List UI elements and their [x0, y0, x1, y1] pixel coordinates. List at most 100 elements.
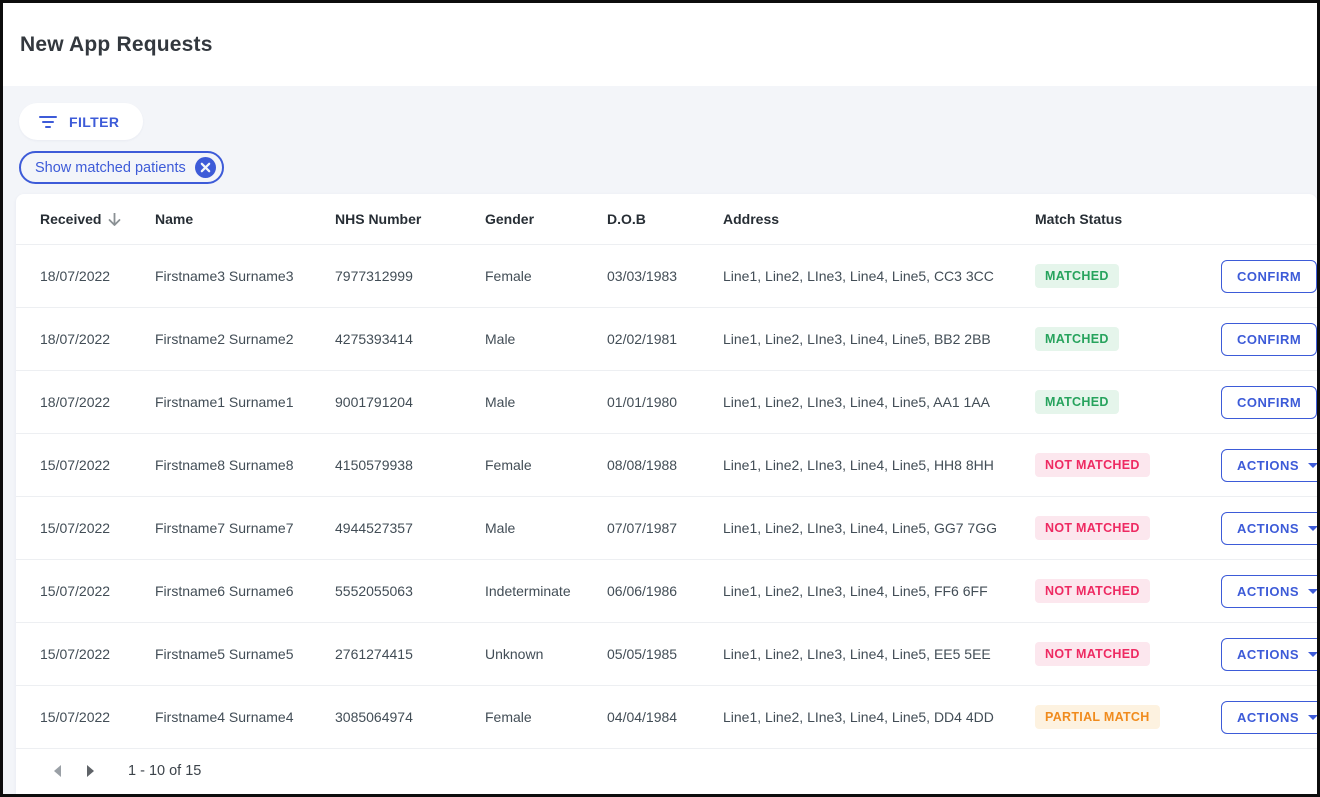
status-badge: NOT MATCHED: [1035, 642, 1150, 666]
cell-gender: Unknown: [485, 646, 544, 662]
cell-dob: 01/01/1980: [607, 394, 678, 410]
filter-area: FILTER Show matched patients: [16, 86, 1317, 184]
confirm-button[interactable]: CONFIRM: [1221, 259, 1317, 293]
column-header-address[interactable]: Address: [723, 211, 780, 227]
page-range-label: 1 - 10 of 15: [128, 762, 202, 779]
status-badge: NOT MATCHED: [1035, 579, 1150, 603]
cell-gender: Female: [485, 709, 532, 725]
cell-name: Firstname7 Surname7: [155, 520, 294, 536]
cell-nhs-number: 2761274415: [335, 646, 413, 662]
cell-action: ACTIONS: [1221, 637, 1317, 671]
status-badge: MATCHED: [1035, 390, 1119, 414]
cell-nhs-number: 3085064974: [335, 709, 413, 725]
filter-button[interactable]: FILTER: [19, 103, 144, 140]
table-row: 15/07/2022 Firstname5 Surname5 276127441…: [16, 622, 1317, 685]
table-row: 15/07/2022 Firstname4 Surname4 308506497…: [16, 685, 1317, 748]
cell-received: 15/07/2022: [40, 520, 111, 536]
next-page-button[interactable]: [77, 758, 103, 784]
cell-gender: Male: [485, 394, 516, 410]
cell-nhs-number: 4275393414: [335, 331, 413, 347]
cell-action: ACTIONS: [1221, 700, 1317, 734]
cell-match-status: NOT MATCHED: [1035, 579, 1221, 603]
page-title: New App Requests: [20, 32, 213, 56]
cell-dob: 08/08/1988: [607, 457, 678, 473]
triangle-left-icon: [53, 764, 61, 777]
chip-clear-button[interactable]: [194, 157, 216, 178]
cell-received: 15/07/2022: [40, 583, 111, 599]
column-header-gender[interactable]: Gender: [485, 211, 535, 227]
table-row: 15/07/2022 Firstname7 Surname7 494452735…: [16, 496, 1317, 559]
cell-action: ACTIONS: [1221, 574, 1317, 608]
cell-nhs-number: 4944527357: [335, 520, 413, 536]
caret-down-icon: [1308, 714, 1317, 720]
cell-received: 18/07/2022: [40, 394, 111, 410]
column-header-dob[interactable]: D.O.B: [607, 211, 646, 227]
status-badge: NOT MATCHED: [1035, 453, 1150, 477]
action-label: CONFIRM: [1237, 268, 1302, 284]
column-header-received[interactable]: Received: [16, 211, 155, 227]
cell-gender: Female: [485, 457, 532, 473]
cell-gender: Male: [485, 520, 516, 536]
table-row: 18/07/2022 Firstname3 Surname3 797731299…: [16, 244, 1317, 307]
cell-address: Line1, Line2, LIne3, Line4, Line5, DD4 4…: [723, 709, 994, 725]
cell-action: CONFIRM: [1221, 322, 1317, 356]
column-header-received-label: Received: [40, 211, 102, 227]
action-label: ACTIONS: [1237, 457, 1299, 473]
action-label: CONFIRM: [1237, 331, 1302, 347]
requests-table: Received Name NHS Number Gender D.O.B Ad…: [16, 194, 1317, 794]
x-circle-icon: [194, 157, 216, 178]
actions-button[interactable]: ACTIONS: [1221, 448, 1317, 482]
actions-button[interactable]: ACTIONS: [1221, 637, 1317, 671]
action-label: ACTIONS: [1237, 520, 1299, 536]
cell-address: Line1, Line2, LIne3, Line4, Line5, EE5 5…: [723, 646, 991, 662]
cell-name: Firstname8 Surname8: [155, 457, 294, 473]
column-header-name[interactable]: Name: [155, 211, 194, 227]
cell-nhs-number: 4150579938: [335, 457, 413, 473]
pagination: 1 - 10 of 15: [16, 748, 1317, 792]
action-label: ACTIONS: [1237, 646, 1299, 662]
confirm-button[interactable]: CONFIRM: [1221, 385, 1317, 419]
caret-down-icon: [1308, 525, 1317, 531]
actions-button[interactable]: ACTIONS: [1221, 700, 1317, 734]
cell-action: ACTIONS: [1221, 511, 1317, 545]
triangle-right-icon: [86, 764, 94, 777]
cell-address: Line1, Line2, LIne3, Line4, Line5, CC3 3…: [723, 268, 994, 284]
cell-dob: 07/07/1987: [607, 520, 678, 536]
table-header-row: Received Name NHS Number Gender D.O.B Ad…: [16, 194, 1317, 244]
action-label: CONFIRM: [1237, 394, 1302, 410]
actions-button[interactable]: ACTIONS: [1221, 511, 1317, 545]
table-row: 15/07/2022 Firstname6 Surname6 555205506…: [16, 559, 1317, 622]
cell-gender: Indeterminate: [485, 583, 571, 599]
show-matched-patients-chip[interactable]: Show matched patients: [19, 151, 224, 184]
cell-name: Firstname1 Surname1: [155, 394, 294, 410]
status-badge: PARTIAL MATCH: [1035, 705, 1160, 729]
cell-name: Firstname3 Surname3: [155, 268, 294, 284]
confirm-button[interactable]: CONFIRM: [1221, 322, 1317, 356]
cell-received: 15/07/2022: [40, 709, 111, 725]
filter-list-icon: [39, 115, 57, 129]
cell-dob: 06/06/1986: [607, 583, 678, 599]
action-label: ACTIONS: [1237, 583, 1299, 599]
table-body: 18/07/2022 Firstname3 Surname3 797731299…: [16, 244, 1317, 748]
cell-received: 15/07/2022: [40, 457, 111, 473]
cell-dob: 04/04/1984: [607, 709, 678, 725]
cell-address: Line1, Line2, LIne3, Line4, Line5, AA1 1…: [723, 394, 990, 410]
cell-gender: Female: [485, 268, 532, 284]
cell-action: ACTIONS: [1221, 448, 1317, 482]
cell-match-status: MATCHED: [1035, 390, 1221, 414]
page-header: New App Requests: [3, 3, 1317, 86]
cell-address: Line1, Line2, LIne3, Line4, Line5, HH8 8…: [723, 457, 994, 473]
column-header-match-status[interactable]: Match Status: [1035, 211, 1123, 227]
cell-match-status: MATCHED: [1035, 327, 1221, 351]
column-header-nhs-number[interactable]: NHS Number: [335, 211, 422, 227]
cell-nhs-number: 7977312999: [335, 268, 413, 284]
cell-dob: 05/05/1985: [607, 646, 678, 662]
caret-down-icon: [1308, 462, 1317, 468]
cell-received: 18/07/2022: [40, 268, 111, 284]
previous-page-button[interactable]: [44, 758, 70, 784]
arrow-down-icon: [108, 212, 121, 227]
cell-match-status: NOT MATCHED: [1035, 453, 1221, 477]
card-bottom-filler: [16, 792, 1317, 794]
actions-button[interactable]: ACTIONS: [1221, 574, 1317, 608]
